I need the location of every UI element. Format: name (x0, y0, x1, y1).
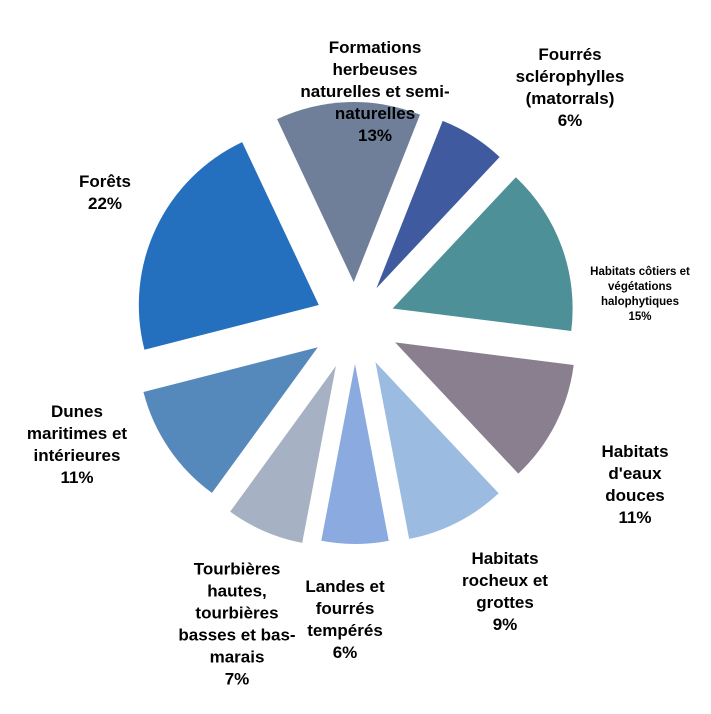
slice-label: Formations herbeuses naturelles et semi-… (300, 37, 450, 147)
slice-label: Tourbières hautes, tourbières basses et … (172, 559, 302, 692)
value-label: 11% (618, 508, 652, 528)
slice-label: Habitats d'eaux douces 11% (585, 441, 685, 529)
pie-slice (143, 347, 318, 493)
value-label: 11% (60, 468, 94, 488)
category-name: Habitats rocheux et grottes (462, 548, 548, 612)
slice-label: Fourrés sclérophylles (matorrals) 6% (510, 44, 630, 132)
category-name: Fourrés sclérophylles (matorrals) (515, 44, 625, 108)
category-name: Dunes maritimes et intérieures (26, 401, 128, 465)
slice-label: Habitats rocheux et grottes 9% (445, 548, 565, 636)
category-name: Habitats côtiers et végétations halophyt… (590, 266, 690, 308)
value-label: 6% (332, 643, 358, 663)
value-label: 6% (557, 111, 583, 131)
slice-label: Landes et fourrés tempérés 6% (290, 576, 400, 664)
value-label: 9% (492, 615, 518, 635)
pie-slice (392, 177, 573, 332)
value-label: 7% (224, 670, 250, 690)
pie-slice (138, 142, 319, 350)
value-label: 15% (628, 310, 652, 323)
pie-slice (277, 102, 421, 283)
category-name: Habitats d'eaux douces (601, 441, 669, 505)
pie-slice (321, 364, 389, 544)
category-name: Forêts (79, 171, 131, 191)
value-label: 22% (87, 194, 123, 213)
slice-label: Forêts 22% (55, 171, 155, 215)
category-name: Tourbières hautes, tourbières basses et … (178, 559, 296, 668)
value-label: 13% (357, 126, 393, 146)
pie-slice (376, 120, 500, 289)
pie-slice (375, 362, 499, 539)
pie-slice (230, 366, 336, 543)
category-name: Formations herbeuses naturelles et semi-… (300, 37, 450, 124)
pie-slice (395, 342, 574, 474)
slice-label: Habitats côtiers et végétations halophyt… (575, 265, 705, 325)
category-name: Landes et fourrés tempérés (305, 576, 385, 640)
slice-label: Dunes maritimes et intérieures 11% (12, 401, 142, 489)
